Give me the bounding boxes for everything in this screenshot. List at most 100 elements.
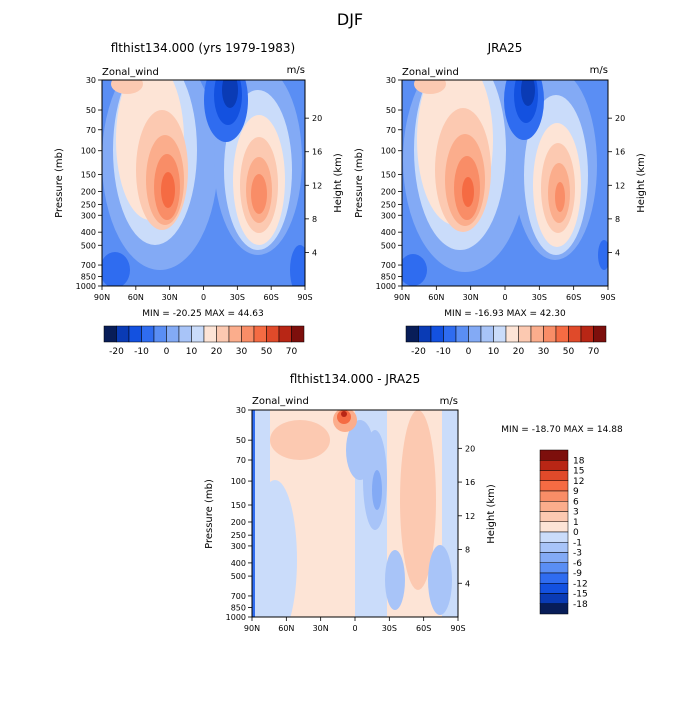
min-max-stats: MIN = -16.93 MAX = 42.30 [444, 309, 566, 319]
colorbar-label: 1 [573, 518, 579, 528]
colorbar-swatch [539, 552, 569, 563]
panel-title: JRA25 [487, 41, 523, 55]
x-tick-label: 0 [201, 293, 206, 302]
colorbar-swatch [539, 583, 569, 594]
x-tick-label: 30S [230, 293, 245, 302]
colorbar-swatch [418, 325, 432, 343]
y2-tick-label: 20 [312, 114, 322, 123]
colorbar-swatch [166, 325, 180, 343]
colorbar-label: 70 [286, 347, 298, 357]
colorbar-label: 10 [488, 347, 500, 357]
colorbar-label: -20 [109, 347, 124, 357]
y2-axis-label: Height (km) [486, 484, 497, 544]
y2-tick-label: 16 [312, 148, 322, 157]
x-tick-label: 30S [532, 293, 547, 302]
colorbar-label: 10 [186, 347, 198, 357]
y-tick-label: 400 [231, 559, 246, 568]
y-tick-label: 100 [81, 147, 96, 156]
colorbar-swatch [568, 325, 582, 343]
x-tick-label: 30S [382, 624, 397, 633]
colorbar-swatch [518, 325, 532, 343]
colorbar-swatch [539, 531, 569, 543]
colorbar-swatch [539, 470, 569, 481]
y-tick-label: 250 [81, 201, 96, 210]
x-tick-label: 90N [394, 293, 410, 302]
y-axis-label: Pressure (mb) [204, 479, 215, 549]
colorbar-swatch [539, 501, 569, 512]
colorbar-label: 30 [236, 347, 248, 357]
colorbar-swatch [455, 325, 469, 343]
min-max-stats: MIN = -20.25 MAX = 44.63 [142, 309, 263, 319]
y-tick-label: 700 [81, 261, 96, 270]
colorbar-label: 0 [573, 528, 579, 538]
x-tick-label: 0 [502, 293, 507, 302]
contour-field [102, 80, 305, 286]
axis-ticks: 3050701001502002503004005007008501000201… [376, 76, 626, 302]
y-tick-label: 1000 [226, 613, 246, 622]
colorbar-swatch [128, 325, 142, 343]
colorbar-swatch [530, 325, 544, 343]
colorbar-swatch [505, 325, 519, 343]
contour-field [252, 410, 458, 617]
y-tick-label: 850 [81, 272, 96, 281]
colorbar-swatch [291, 325, 305, 343]
min-max-stats: MIN = -18.70 MAX = 14.88 [501, 425, 623, 435]
y2-tick-label: 12 [465, 512, 475, 521]
colorbar-swatch [241, 325, 255, 343]
y-tick-label: 30 [386, 76, 396, 85]
x-tick-label: 30N [313, 624, 329, 633]
colorbar-label: 0 [466, 347, 472, 357]
axis-ticks: 3050701001502002503004005007008501000201… [226, 406, 476, 633]
colorbar-swatch [539, 449, 569, 461]
colorbar-label: 9 [573, 487, 579, 497]
x-tick-label: 60S [264, 293, 279, 302]
y-tick-label: 250 [381, 201, 396, 210]
colorbar-swatch [555, 325, 569, 343]
colorbar-swatch [103, 325, 117, 343]
y-tick-label: 400 [381, 228, 396, 237]
colorbar-label: 50 [261, 347, 273, 357]
colorbar-swatch [178, 325, 192, 343]
colorbar-swatch [468, 325, 482, 343]
y-tick-label: 500 [231, 572, 246, 581]
colorbar-label: 70 [588, 347, 600, 357]
colorbar-swatch [539, 460, 569, 471]
x-tick-label: 60S [566, 293, 581, 302]
x-tick-label: 90N [94, 293, 110, 302]
colorbar-swatch [191, 325, 205, 343]
y-tick-label: 70 [236, 456, 246, 465]
y-tick-label: 30 [236, 406, 246, 415]
y-tick-label: 70 [86, 126, 96, 135]
colorbar-label: -20 [411, 347, 426, 357]
x-tick-label: 60N [428, 293, 444, 302]
colorbar-swatch [539, 480, 569, 492]
y-tick-label: 200 [381, 187, 396, 196]
colorbar-swatch [593, 325, 607, 343]
x-tick-label: 90S [600, 293, 615, 302]
colorbar-label: 15 [573, 467, 584, 477]
colorbar-label: 30 [538, 347, 550, 357]
y2-tick-label: 20 [465, 444, 475, 453]
y2-tick-label: 16 [465, 478, 475, 487]
y2-tick-label: 8 [312, 215, 317, 224]
colorbar-swatch [539, 490, 569, 502]
colorbar-swatch [539, 542, 569, 553]
colorbar-label: -10 [436, 347, 451, 357]
colorbar-swatch [539, 603, 569, 615]
y2-tick-label: 12 [312, 181, 322, 190]
colorbar-swatch [539, 511, 569, 522]
y2-tick-label: 4 [615, 248, 620, 257]
y-tick-label: 200 [231, 518, 246, 527]
colorbar-label: 12 [573, 477, 584, 487]
x-tick-label: 60N [278, 624, 294, 633]
panel-model: flthist134.000 (yrs 1979-1983) Zonal_win… [54, 41, 344, 357]
y2-tick-label: 16 [615, 148, 625, 157]
colorbar-label: -15 [573, 590, 588, 600]
y2-axis-label: Height (km) [333, 153, 344, 213]
colorbar: -20 -10 0 10 20 30 50 70 [103, 325, 305, 357]
colorbar-label: 18 [573, 456, 585, 466]
y2-tick-label: 8 [465, 546, 470, 555]
colorbar-label: 20 [211, 347, 223, 357]
